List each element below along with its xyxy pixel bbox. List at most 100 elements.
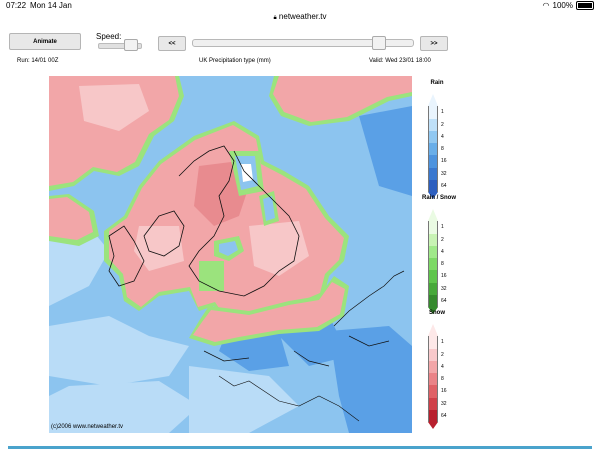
coastline-continent: [203, 270, 405, 367]
animate-button-label: Animate: [33, 38, 57, 45]
previous-frame-label: <<: [168, 40, 176, 47]
legend-tick-label: 16: [441, 158, 447, 165]
snow-light-patch: [249, 221, 309, 276]
legend-title: Rain: [430, 80, 444, 86]
legend-swatch: [428, 118, 438, 131]
legend-swatch: [428, 336, 438, 349]
sea-dark-patch: [329, 326, 412, 433]
snow-light-patch: [134, 226, 184, 271]
legend-tick-label: 1: [441, 109, 444, 116]
map-svg: [49, 76, 412, 433]
date: Mon 14 Jan: [30, 1, 72, 10]
legend-tick-label: 2: [441, 121, 444, 128]
coastline: [143, 145, 300, 297]
legend-tick-label: 32: [441, 170, 447, 177]
legend-tick-label: 16: [441, 273, 447, 280]
legend-tick-label: 16: [441, 388, 447, 395]
speed-slider-thumb[interactable]: [124, 39, 138, 51]
light-pocket: [241, 164, 253, 182]
frame-slider-thumb[interactable]: [372, 36, 386, 50]
wifi-icon: ◠: [542, 1, 550, 10]
legend-arrow-bottom: [428, 422, 438, 429]
legend-tick-label: 2: [441, 351, 444, 358]
snow-area-west: [49, 197, 93, 240]
legend-title: Rain / Snow: [422, 195, 457, 201]
legend-tick-label: 64: [441, 297, 447, 304]
legend-swatch: [428, 233, 438, 246]
bottom-divider: [8, 446, 592, 449]
status-bar: 07:22 Mon 14 Jan ◠ 100%: [0, 0, 600, 12]
legend-swatch: [428, 130, 438, 143]
clock: 07:22: [6, 1, 27, 10]
legend-swatch: [428, 245, 438, 258]
legend-swatch: [428, 167, 438, 180]
legend-swatch: [428, 106, 438, 119]
url-text: netweather.tv: [278, 12, 327, 21]
legend-tick-label: 32: [441, 285, 447, 292]
run-time: Run: 14/01 00Z: [17, 58, 59, 64]
battery-icon: [576, 1, 594, 10]
legend-tick-label: 32: [441, 400, 447, 407]
rain-pocket: [219, 241, 238, 256]
sea-light-patch: [49, 316, 189, 386]
map-credit: (c)2006 www.netweather.tv: [51, 424, 124, 430]
legend-tick-label: 4: [441, 133, 444, 140]
valid-time: Valid: Wed 23/01 18:00: [369, 58, 431, 64]
battery-level: 100%: [552, 1, 573, 10]
legend-arrow-top: [428, 94, 438, 106]
legend-arrow-bottom: [428, 192, 438, 199]
legend-swatch: [428, 409, 438, 422]
chart-title: UK Precipitation type (mm): [199, 58, 271, 64]
legend-swatch: [428, 373, 438, 386]
legend-swatch: [428, 282, 438, 295]
legend-swatch: [428, 385, 438, 398]
legend-tick-label: 64: [441, 412, 447, 419]
previous-frame-button[interactable]: <<: [158, 36, 186, 51]
legend-swatch: [428, 397, 438, 410]
frame-slider[interactable]: [192, 39, 414, 47]
coastline-ireland: [108, 225, 145, 287]
legend-arrow-top: [428, 209, 438, 221]
legend-arrow-top: [428, 324, 438, 336]
sea-light-patch: [189, 366, 299, 433]
legend-rain: Rain 1 2 4 8 16 32 64: [428, 80, 458, 199]
legend-swatch: [428, 348, 438, 361]
legend-rain-snow: Rain / Snow 1 2 4 8 16 32 64: [422, 195, 458, 314]
legend-swatch: [428, 294, 438, 307]
lock-icon: 🔒︎: [273, 15, 277, 21]
speed-slider[interactable]: [98, 43, 142, 49]
legend-tick-label: 8: [441, 376, 444, 383]
precipitation-map: (c)2006 www.netweather.tv: [49, 76, 412, 433]
legend-tick-label: 1: [441, 339, 444, 346]
legend-swatch: [428, 258, 438, 271]
legend-swatch: [428, 155, 438, 168]
address-bar[interactable]: 🔒︎ netweather.tv: [0, 12, 600, 22]
animate-button[interactable]: Animate: [9, 33, 81, 50]
legend-tick-label: 4: [441, 363, 444, 370]
legend-swatch: [428, 270, 438, 283]
legend-arrow-bottom: [428, 307, 438, 314]
legend-swatch: [428, 221, 438, 234]
coastline-france: [218, 375, 360, 422]
next-frame-button[interactable]: >>: [420, 36, 448, 51]
status-icons: ◠ 100%: [543, 1, 594, 10]
legend-snow: Snow 1 2 4 8 16 32 64: [428, 310, 458, 429]
legend-tick-label: 2: [441, 236, 444, 243]
sea-light-patch: [49, 381, 199, 433]
legend-tick-label: 4: [441, 248, 444, 255]
speed-label: Speed:: [96, 32, 122, 41]
sea-dark-patch: [359, 106, 412, 196]
legend-tick-label: 1: [441, 224, 444, 231]
legend-title: Snow: [429, 310, 445, 316]
snow-light-patch: [79, 84, 149, 131]
legend-tick-label: 8: [441, 261, 444, 268]
legend-swatch: [428, 179, 438, 192]
snow-area-south-england: [193, 282, 345, 342]
snow-area-northeast: [273, 76, 412, 122]
rain-pocket: [263, 196, 275, 221]
legend-tick-label: 8: [441, 146, 444, 153]
legend-swatch: [428, 143, 438, 156]
legend-swatch: [428, 360, 438, 373]
next-frame-label: >>: [430, 40, 438, 47]
legend-tick-label: 64: [441, 182, 447, 189]
